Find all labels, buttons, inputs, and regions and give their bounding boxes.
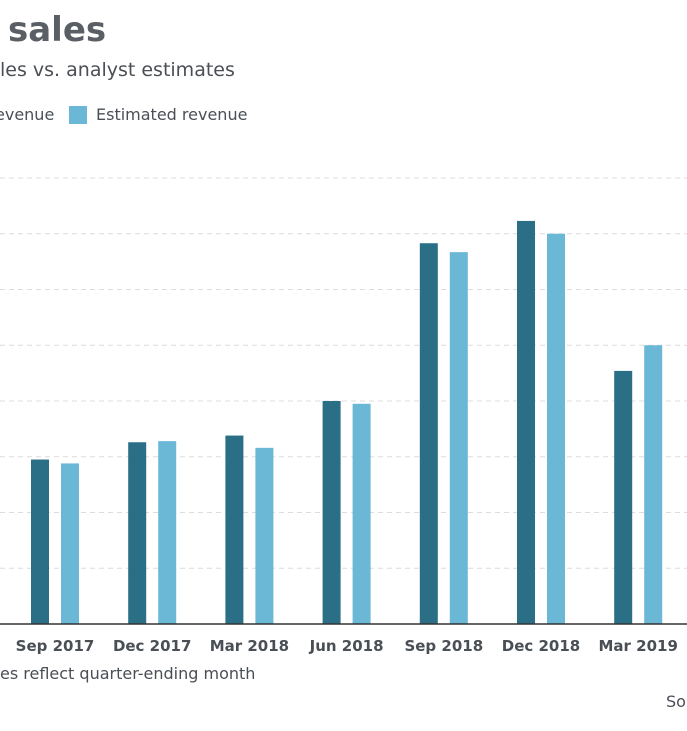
bar-actual bbox=[225, 435, 244, 624]
bar-estimated bbox=[449, 252, 468, 624]
x-tick-label: Jun 2018 bbox=[309, 637, 384, 655]
bar-actual bbox=[517, 220, 535, 625]
source-credit: So bbox=[666, 692, 686, 711]
x-tick-label: Mar 2019 bbox=[598, 637, 677, 655]
bar-estimated bbox=[158, 441, 177, 624]
bar-estimated bbox=[644, 345, 663, 624]
gridlines bbox=[0, 177, 687, 569]
x-tick-label: Sep 2017 bbox=[16, 637, 95, 655]
legend-item-actual: evenue bbox=[0, 105, 54, 124]
legend-swatch-estimated bbox=[69, 105, 87, 124]
x-tick-label: Dec 2017 bbox=[113, 637, 192, 655]
bar-actual bbox=[614, 370, 633, 624]
bar-actual bbox=[31, 459, 49, 624]
footnote: es reflect quarter-ending month bbox=[0, 664, 256, 683]
bar-actual bbox=[322, 401, 341, 624]
legend-item-estimated: Estimated revenue bbox=[69, 105, 247, 124]
bars bbox=[31, 220, 663, 625]
bar-actual bbox=[128, 442, 147, 624]
x-tick-labels: Sep 2017 Dec 2017 Mar 2018 Jun 2018 Sep 2018… bbox=[16, 637, 678, 655]
chart-title: sales bbox=[8, 10, 107, 50]
x-tick-label: Dec 2018 bbox=[502, 637, 581, 655]
legend-label-estimated: Estimated revenue bbox=[96, 105, 248, 124]
legend-label-actual: evenue bbox=[0, 105, 55, 124]
bar-actual bbox=[419, 243, 438, 625]
bar-estimated bbox=[255, 447, 274, 624]
bar-estimated bbox=[352, 403, 371, 624]
x-tick-label: Mar 2018 bbox=[210, 637, 289, 655]
bar-estimated bbox=[61, 463, 79, 624]
bar-estimated bbox=[547, 233, 565, 624]
x-tick-label: Sep 2018 bbox=[404, 637, 483, 655]
chart-subtitle: les vs. analyst estimates bbox=[0, 59, 235, 81]
